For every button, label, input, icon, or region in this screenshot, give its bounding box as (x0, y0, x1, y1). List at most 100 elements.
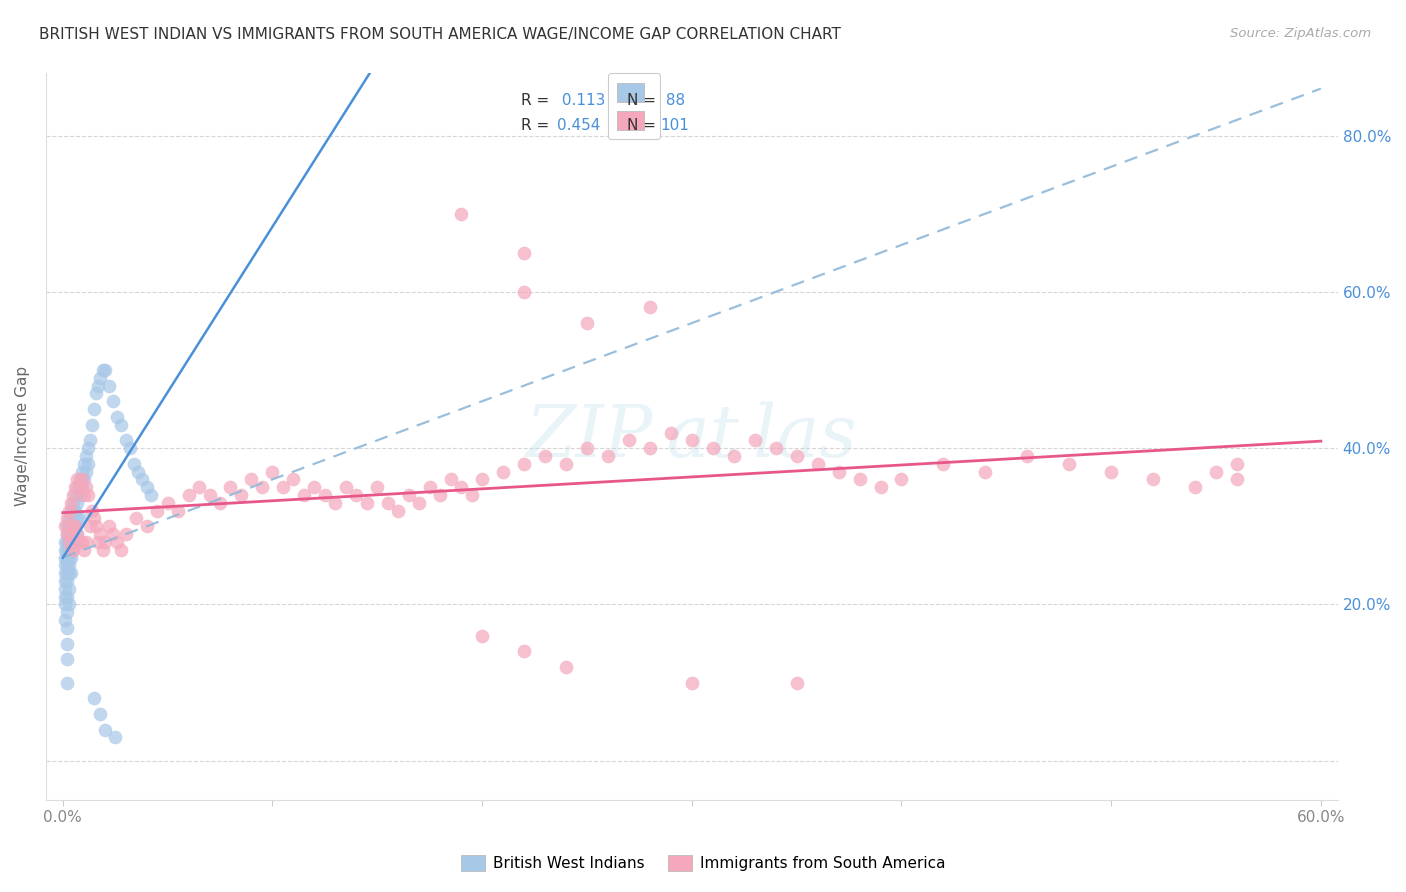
Point (110, 542, 132, 557)
Point (56, 535, 79, 549)
Point (91, 542, 114, 557)
Point (534, 449, 557, 463)
Point (75, 535, 97, 549)
Point (1142, 472, 1164, 486)
Point (66, 496, 89, 510)
Point (77, 457, 100, 471)
Point (56, 542, 79, 557)
Point (82, 417, 104, 432)
Point (1017, 449, 1039, 463)
Point (250, 480, 273, 494)
Point (97, 519, 120, 533)
Point (93, 363, 115, 377)
Point (70, 465, 93, 479)
Point (127, 465, 149, 479)
Point (62, 488, 84, 502)
Point (83, 691, 105, 706)
Point (58, 511, 80, 525)
Point (208, 496, 231, 510)
Text: 88: 88 (661, 93, 685, 108)
Point (58, 519, 80, 533)
Point (53, 613, 76, 627)
Point (974, 465, 997, 479)
Point (62, 542, 84, 557)
Point (1057, 457, 1080, 471)
Point (60, 496, 83, 510)
Point (70, 535, 93, 549)
Point (56, 558, 79, 573)
Point (555, 660, 578, 674)
Point (786, 675, 808, 690)
Point (75, 480, 97, 494)
Point (60, 542, 83, 557)
Point (56, 636, 79, 650)
Point (84, 386, 107, 401)
Point (167, 503, 190, 517)
Point (314, 488, 336, 502)
Point (58, 558, 80, 573)
Point (75, 465, 97, 479)
Point (56, 675, 79, 690)
Point (75, 449, 97, 463)
Point (87, 535, 110, 549)
Point (513, 644, 536, 658)
Point (356, 496, 378, 510)
Point (419, 480, 441, 494)
Point (62, 535, 84, 549)
Point (1184, 480, 1206, 494)
Point (58, 503, 80, 517)
Point (60, 550, 83, 565)
Point (56, 574, 79, 588)
Y-axis label: Wage/Income Gap: Wage/Income Gap (15, 367, 30, 507)
Legend: British West Indians, Immigrants from South America: British West Indians, Immigrants from So… (454, 849, 952, 877)
Point (122, 457, 145, 471)
Point (58, 527, 80, 541)
Point (765, 441, 787, 455)
Point (114, 434, 136, 448)
Point (744, 434, 766, 448)
Point (344, 488, 367, 502)
Point (890, 472, 912, 486)
Point (83, 402, 105, 417)
Point (492, 465, 515, 479)
Point (575, 441, 598, 455)
Point (1099, 465, 1122, 479)
Point (104, 731, 127, 745)
Point (65, 488, 87, 502)
Text: 0.113: 0.113 (557, 93, 606, 108)
Point (69, 535, 91, 549)
Text: ZIP at las: ZIP at las (526, 401, 858, 472)
Point (101, 527, 124, 541)
Point (262, 465, 284, 479)
Point (58, 550, 80, 565)
Point (723, 449, 745, 463)
Point (135, 519, 157, 533)
Point (219, 480, 242, 494)
Point (87, 378, 110, 392)
Point (638, 441, 661, 455)
Point (101, 394, 124, 409)
Point (73, 472, 96, 486)
Point (271, 480, 294, 494)
Point (471, 629, 494, 643)
Point (53, 566, 76, 581)
Point (89, 527, 111, 541)
Point (366, 480, 388, 494)
Point (62, 496, 84, 510)
Point (60, 527, 83, 541)
Point (681, 675, 703, 690)
Point (471, 472, 494, 486)
Point (229, 488, 252, 502)
Point (53, 558, 76, 573)
Point (460, 488, 482, 502)
Point (60, 527, 83, 541)
Text: R =: R = (522, 93, 550, 108)
Point (66, 511, 89, 525)
Point (450, 480, 472, 494)
Point (58, 535, 80, 549)
Point (56, 527, 79, 541)
Text: R =: R = (522, 118, 550, 133)
Point (848, 472, 870, 486)
Point (60, 503, 83, 517)
Point (110, 417, 132, 432)
